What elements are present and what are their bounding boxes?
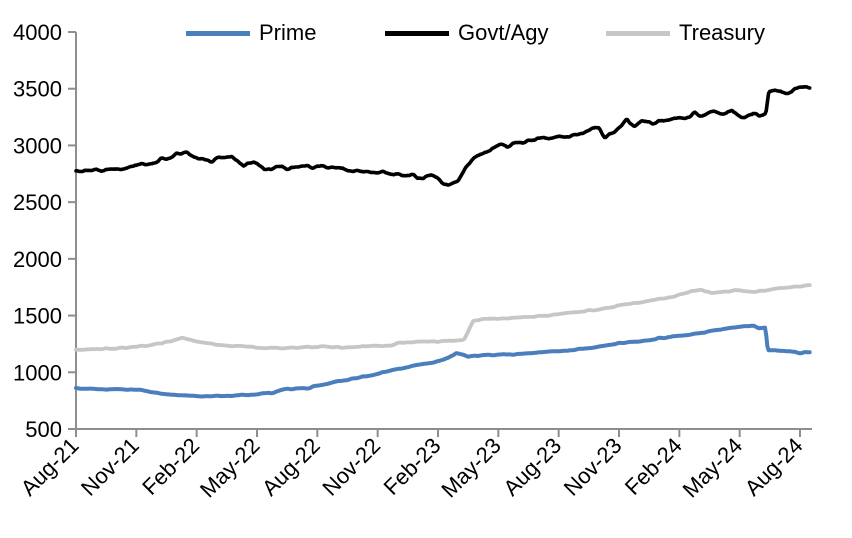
x-tick-label: Feb-22 bbox=[137, 433, 204, 500]
y-tick-label: 2500 bbox=[13, 190, 62, 215]
y-tick-label: 1000 bbox=[13, 360, 62, 385]
x-tick-label: May-24 bbox=[678, 433, 748, 503]
chart-legend: Prime Govt/Agy Treasury bbox=[0, 0, 852, 46]
y-tick-label: 500 bbox=[25, 417, 62, 442]
treasury-line-swatch bbox=[606, 30, 670, 36]
x-tick-label: Nov-23 bbox=[559, 433, 627, 501]
x-axis-labels: Aug-21Nov-21Feb-22May-22Aug-22Nov-22Feb-… bbox=[16, 433, 808, 503]
legend-item-prime: Prime bbox=[186, 22, 316, 44]
series-line-treasury bbox=[74, 283, 812, 352]
legend-label-treasury: Treasury bbox=[679, 20, 765, 45]
x-tick-label: May-22 bbox=[195, 433, 265, 503]
x-tick-label: Aug-23 bbox=[498, 433, 566, 501]
govt-agy-line-swatch bbox=[385, 30, 449, 36]
legend-label-prime: Prime bbox=[259, 20, 317, 45]
x-tick-label: Aug-21 bbox=[16, 433, 84, 501]
y-tick-label: 4000 bbox=[13, 20, 62, 45]
y-axis-labels: 500 1000 1500 2000 2500 3000 3500 4000 bbox=[13, 20, 62, 442]
x-tick-label: Nov-21 bbox=[76, 433, 144, 501]
y-tick-label: 2000 bbox=[13, 247, 62, 272]
prime-line-swatch bbox=[186, 30, 250, 36]
legend-item-govt-agy: Govt/Agy bbox=[385, 22, 548, 44]
series-lines bbox=[74, 84, 812, 399]
series-line-prime bbox=[74, 323, 812, 399]
x-tick-label: Feb-24 bbox=[620, 433, 687, 500]
y-tick-label: 3500 bbox=[13, 77, 62, 102]
x-tick-label: May-23 bbox=[436, 433, 506, 503]
y-tick-label: 1500 bbox=[13, 304, 62, 329]
x-tick-label: Nov-22 bbox=[317, 433, 385, 501]
x-tick-label: Aug-22 bbox=[257, 433, 325, 501]
legend-label-govt-agy: Govt/Agy bbox=[458, 20, 549, 45]
series-line-govt-agy bbox=[74, 84, 812, 187]
x-tick-label: Aug-24 bbox=[740, 433, 808, 501]
axes bbox=[68, 31, 812, 437]
y-tick-label: 3000 bbox=[13, 133, 62, 158]
x-tick-label: Feb-23 bbox=[379, 433, 446, 500]
legend-item-treasury: Treasury bbox=[606, 22, 765, 44]
